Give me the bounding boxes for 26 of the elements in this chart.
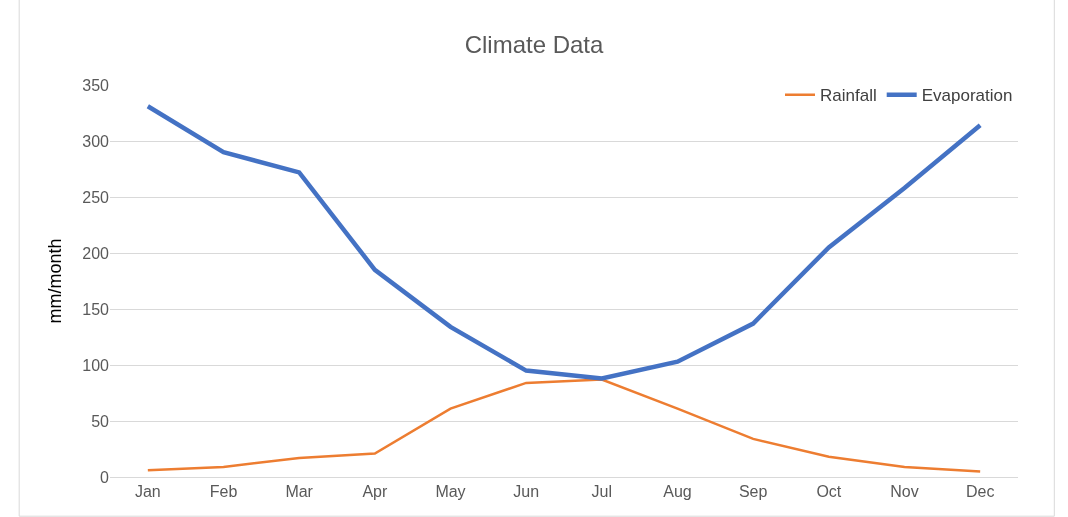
x-tick-label: Jan (134, 483, 161, 501)
y-tick-label: 350 (82, 76, 110, 94)
y-tick-label: 250 (82, 188, 110, 206)
legend-label: Rainfall (820, 86, 877, 106)
x-tick-label: Aug (663, 483, 692, 501)
x-tick-label: May (435, 483, 466, 501)
x-tick-label: Mar (285, 483, 314, 501)
x-tick-label: Jul (591, 483, 613, 501)
y-tick-label: 200 (82, 244, 110, 262)
legend-label: Evaporation (921, 86, 1013, 106)
x-tick-label: Nov (890, 483, 919, 501)
line-series (145, 104, 983, 381)
chart-title: Climate Data (464, 30, 605, 58)
x-tick-label: Feb (209, 483, 238, 501)
y-tick-label: 300 (82, 132, 110, 150)
x-tick-label: Oct (816, 483, 842, 501)
x-tick-label: Apr (362, 483, 388, 501)
y-tick-label: 50 (91, 412, 110, 430)
y-axis-title: mm/month (45, 238, 66, 324)
x-tick-label: Jun (513, 483, 540, 501)
y-tick-label: 100 (82, 356, 110, 374)
line-series (146, 378, 982, 473)
y-tick-label: 150 (82, 300, 110, 318)
x-tick-label: Sep (738, 483, 768, 501)
y-tick-label: 0 (100, 468, 110, 486)
x-tick-label: Dec (965, 483, 995, 501)
